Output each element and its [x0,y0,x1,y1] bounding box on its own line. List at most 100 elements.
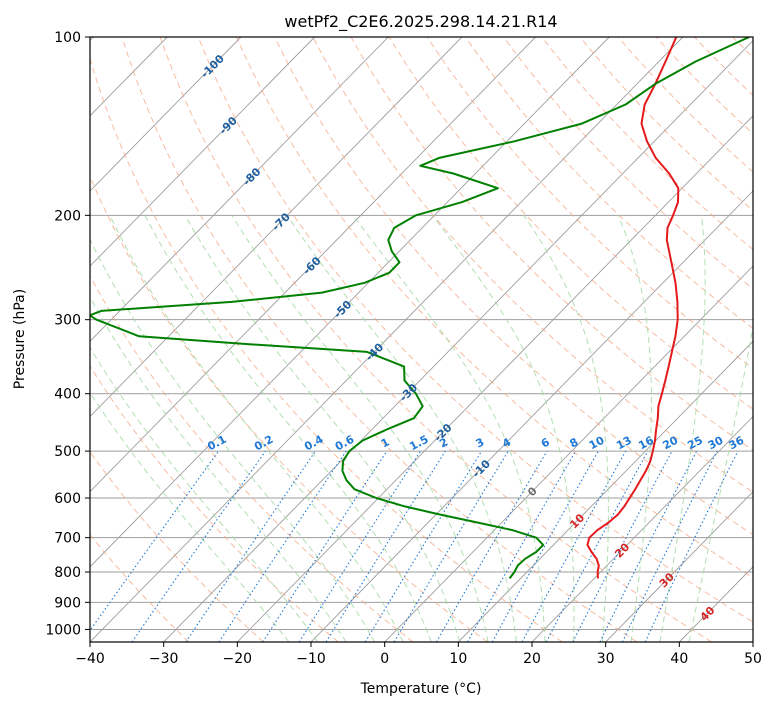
y-tick-label: 300 [54,313,81,329]
dry-adiabat-line [579,37,753,212]
isotherm-gridline [458,340,753,642]
isotherm-gridline [90,37,536,493]
y-tick-label: 200 [54,208,81,224]
dewpoint-profile-line [90,37,750,579]
x-tick-label: −40 [75,651,105,667]
isotherm-gridline [90,37,389,342]
mixing-ratio-label: 36 [727,434,747,453]
isotherm-gridline [384,265,753,642]
dry-adiabat-line [426,37,753,370]
moist-adiabat-line [617,215,652,642]
y-tick-label: 600 [54,491,81,507]
x-tick-label: 20 [523,651,541,667]
dry-adiabat-line [388,37,753,410]
mixing-ratio-label: 3 [474,435,487,450]
moist-adiabat-line [144,215,432,642]
dry-adiabat-line [465,37,753,329]
temperature-profile-line [586,37,680,579]
dry-adiabat-line [694,37,753,97]
dry-adiabat-line [159,37,712,642]
moist-adiabat-line [523,215,609,642]
mixing-ratio-line [90,450,220,632]
y-tick-label: 400 [54,387,81,403]
mixing-ratio-line [325,450,446,642]
y-axis-label: Pressure (hPa) [12,289,28,389]
dry-adiabat-line [90,57,563,642]
isotherm-gridline [90,37,610,568]
x-tick-label: 50 [744,651,762,667]
mixing-ratio-line [621,450,718,642]
mixing-ratio-line [435,450,548,642]
isotherm-gridline [605,491,753,642]
moist-adiabat-line [231,215,489,642]
dry-adiabat-line [90,174,488,642]
dry-adiabat-line [617,37,753,173]
y-tick-label: 900 [54,595,81,611]
x-tick-label: −30 [149,651,179,667]
mixing-ratio-line [521,450,627,642]
plot-frame [89,36,754,643]
x-axis-label: Temperature (°C) [360,681,482,697]
dry-adiabat-line [350,37,753,451]
isotherm-gridline [90,37,684,642]
isotherm-gridline [90,37,463,418]
mixing-ratio-line [262,450,388,642]
dry-adiabat-line [121,37,638,642]
dry-adiabat-line [274,37,753,536]
isotherm-gridline [531,415,753,642]
isotherm-gridline [163,39,753,642]
mixing-ratio-line [298,450,422,642]
isotherm-gridline [237,115,753,642]
chart-title: wetPf2_C2E6.2025.298.14.21.R14 [284,12,557,32]
moist-adiabat-line [688,324,753,642]
moist-adiabat-line [90,391,290,642]
mixing-ratio-line [393,450,509,642]
y-tick-label: 100 [54,30,81,46]
adiabat-label: -100 [198,52,227,81]
mixing-ratio-label: 6 [539,435,552,450]
isotherm-gridline [90,37,315,267]
mixing-ratio-label: 0.4 [302,433,326,454]
x-tick-label: 40 [670,651,688,667]
mixing-ratio-label: 20 [661,434,681,453]
moist-adiabat-line [109,215,404,642]
y-tick-label: 1000 [45,622,81,638]
isotherm-gridline [679,566,753,642]
mixing-ratio-line [131,450,266,642]
dry-adiabat-line [732,37,753,59]
x-tick-label: −20 [223,651,253,667]
mixing-ratio-label: 1.5 [407,433,430,454]
x-tick-label: 30 [597,651,615,667]
mixing-ratio-line [644,450,739,642]
moist-adiabat-line [352,215,546,642]
mixing-ratio-label: 1 [379,435,392,450]
mixing-ratio-label: 25 [685,434,705,453]
moist-adiabat-line [90,346,319,642]
y-tick-label: 500 [54,444,81,460]
isotherm-gridline [90,37,242,192]
y-tick-label: 700 [54,531,81,547]
dry-adiabat-line [90,274,414,642]
dry-adiabat-line [503,37,753,290]
y-tick-label: 800 [54,565,81,581]
mixing-ratio-line [545,450,649,642]
mixing-ratio-label: 0.6 [333,433,357,454]
x-tick-label: 10 [449,651,467,667]
moist-adiabat-line [90,238,376,642]
x-tick-label: −10 [296,651,326,667]
mixing-ratio-line [364,450,483,642]
dry-adiabat-line [312,37,753,493]
dry-adiabat-line [90,451,264,642]
isotherm-gridline [310,190,753,642]
x-tick-label: 0 [380,651,389,667]
mixing-ratio-label: 13 [614,434,634,453]
dry-adiabat-line [771,37,775,642]
moist-adiabat-line [90,296,347,642]
mixing-ratio-line [491,450,599,642]
moist-adiabat-line [431,214,575,642]
mixing-ratio-label: 16 [636,434,656,453]
mixing-ratio-label: 30 [706,434,726,453]
isotherm-gridline [752,641,753,642]
dry-adiabat-line [90,534,190,642]
adiabat-label: 0 [525,484,540,499]
